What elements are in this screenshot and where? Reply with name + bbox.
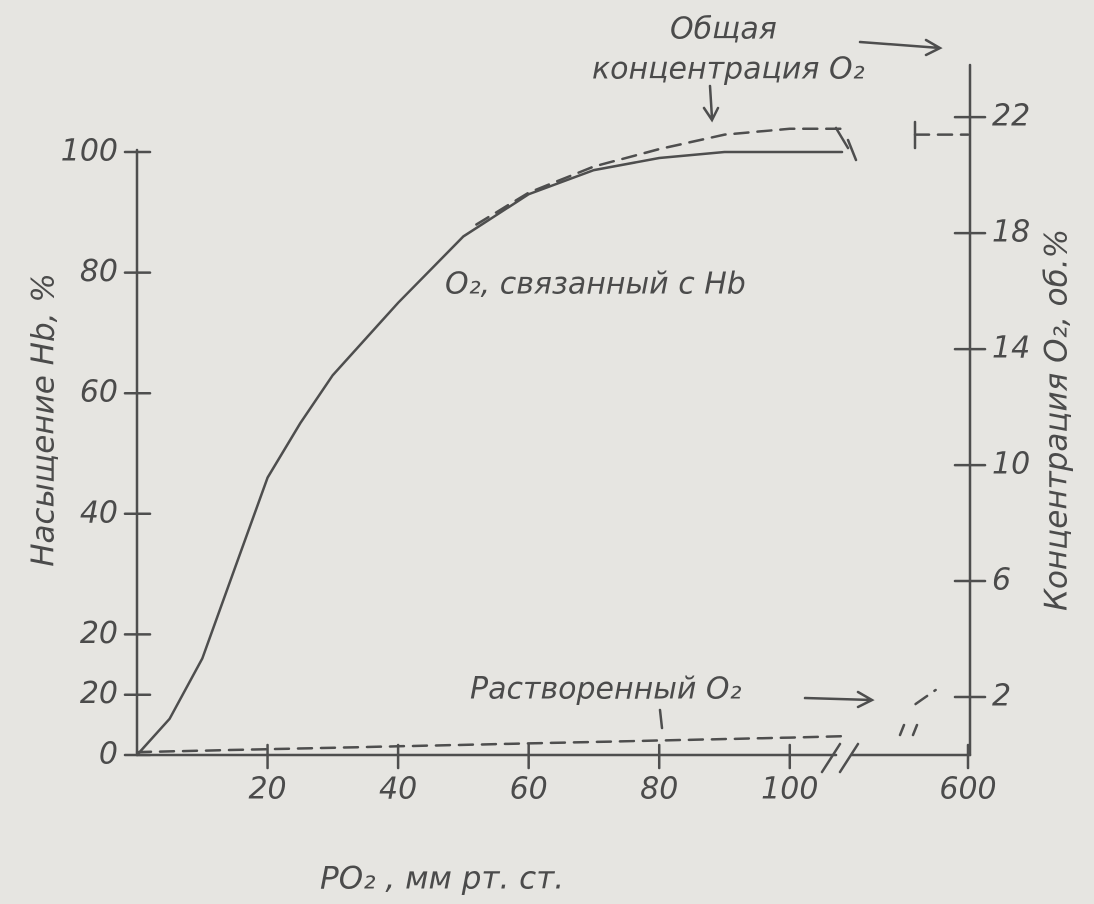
- annotation: концентрация O₂: [592, 52, 865, 87]
- y2-tick-label: 22: [992, 99, 1030, 134]
- axis-break: [822, 744, 840, 772]
- y2-tick-label: 10: [992, 447, 1030, 482]
- x-tick-label: 40: [379, 772, 417, 807]
- x-tick-label: 80: [640, 772, 678, 807]
- x-tick-label: 600: [939, 772, 996, 807]
- y2-tick-label: 6: [992, 563, 1011, 598]
- annotation-arrow: [805, 692, 872, 707]
- chart: Насыщение Hb, % Концентрация O₂, об.% PO…: [0, 0, 1094, 904]
- y-tick-label: 0: [99, 737, 118, 772]
- break-mark: [848, 140, 856, 160]
- annotation-arrow: [860, 40, 940, 55]
- y-tick-label: 40: [80, 495, 118, 530]
- y2-tick-label: 14: [992, 331, 1030, 366]
- y-tick-label: 100: [61, 134, 118, 169]
- y-tick-label: 80: [80, 254, 118, 289]
- x-tick-label: 60: [510, 772, 548, 807]
- x-axis-title: PO₂ , мм рт. ст.: [320, 861, 564, 897]
- y-axis-title: Насыщение Hb, %: [26, 273, 62, 567]
- series-line: [137, 152, 842, 755]
- annotation-arrow: [660, 710, 662, 728]
- annotation: Растворенный O₂: [470, 672, 742, 707]
- y2-tick-label: 18: [992, 215, 1030, 250]
- break-mark: [913, 725, 917, 735]
- break-mark: [836, 128, 848, 148]
- annotation-arrow: [704, 86, 718, 120]
- y2-axis-title: Концентрация O₂, об.%: [1039, 229, 1075, 611]
- break-mark: [900, 725, 904, 735]
- y2-tick-label: 2: [992, 679, 1011, 714]
- y-tick-label: 20: [80, 676, 118, 711]
- annotation: Общая: [670, 12, 777, 47]
- y-tick-label: 60: [80, 375, 118, 410]
- annotation: O₂, связанный с Hb: [445, 267, 746, 302]
- x-tick-label: 100: [761, 772, 818, 807]
- y-tick-label: 20: [80, 616, 118, 651]
- x-tick-label: 20: [248, 772, 286, 807]
- axis-break: [840, 744, 858, 772]
- series-line: [476, 129, 968, 225]
